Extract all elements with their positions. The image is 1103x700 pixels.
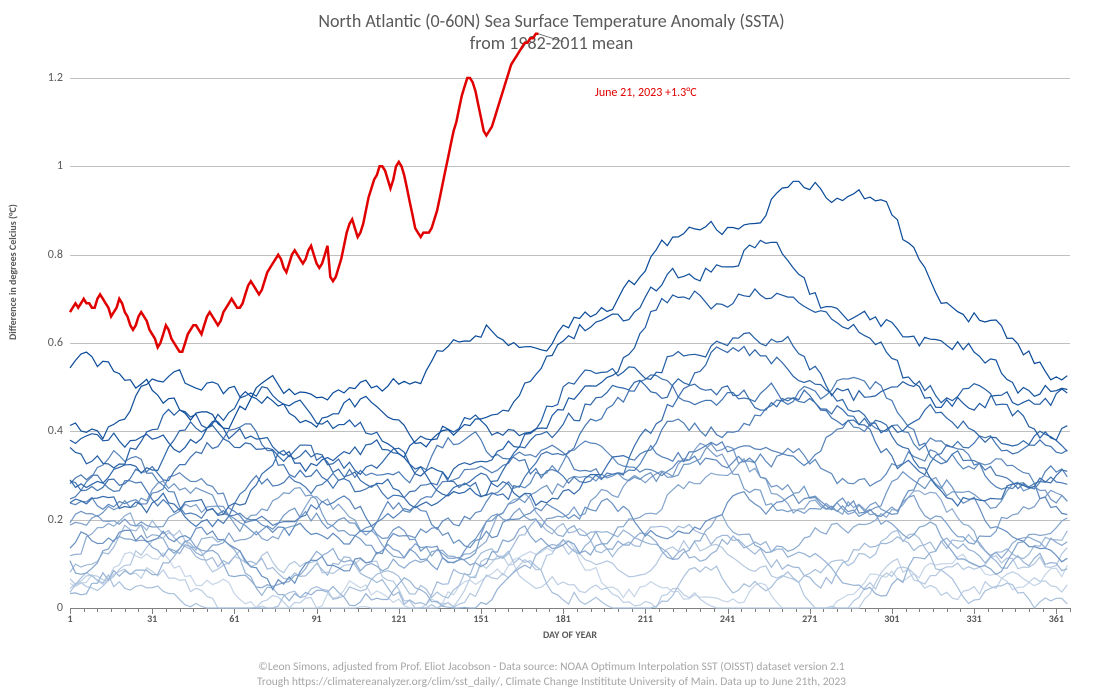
- y-tick: 0: [57, 601, 63, 615]
- x-tick: 271: [802, 612, 817, 625]
- x-tick: 331: [967, 612, 982, 625]
- x-minor-tick: [495, 608, 496, 612]
- x-tick: 181: [556, 612, 571, 625]
- x-minor-tick: [919, 608, 920, 612]
- y-tick: 0.2: [48, 513, 63, 527]
- x-minor-tick: [166, 608, 167, 612]
- x-minor-tick: [138, 608, 139, 612]
- x-minor-tick: [960, 608, 961, 612]
- x-axis-label: DAY OF YEAR: [70, 628, 1070, 641]
- historical-series-line: [70, 289, 1067, 457]
- x-minor-tick: [878, 608, 879, 612]
- x-minor-tick: [111, 608, 112, 612]
- x-minor-tick: [508, 608, 509, 612]
- x-minor-tick: [604, 608, 605, 612]
- historical-series-line: [70, 531, 1067, 609]
- annotation-label: June 21, 2023 +1.3°C: [595, 86, 697, 100]
- x-minor-tick: [180, 608, 181, 612]
- historical-series-line: [70, 384, 1067, 515]
- title-line2: from 1982-2011 mean: [0, 32, 1103, 54]
- x-minor-tick: [686, 608, 687, 612]
- x-tick: 31: [147, 612, 157, 625]
- x-minor-tick: [906, 608, 907, 612]
- x-minor-tick: [84, 608, 85, 612]
- historical-series-line: [70, 333, 1067, 479]
- x-minor-tick: [714, 608, 715, 612]
- line-layer: [70, 78, 1070, 608]
- x-minor-tick: [865, 608, 866, 612]
- x-minor-tick: [1043, 608, 1044, 612]
- y-tick: 1: [57, 159, 63, 173]
- x-minor-tick: [577, 608, 578, 612]
- y-tick: 1.2: [48, 71, 63, 85]
- x-tick: 361: [1049, 612, 1064, 625]
- x-minor-tick: [358, 608, 359, 612]
- x-tick: 61: [229, 612, 239, 625]
- historical-series-line: [70, 530, 1067, 608]
- historical-series-line: [70, 181, 1067, 428]
- x-minor-tick: [193, 608, 194, 612]
- x-minor-tick: [549, 608, 550, 612]
- x-tick: 241: [720, 612, 735, 625]
- title-line1: North Atlantic (0-60N) Sea Surface Tempe…: [0, 10, 1103, 32]
- series-2023-line: [70, 34, 539, 352]
- historical-series-line: [70, 346, 1067, 496]
- x-minor-tick: [440, 608, 441, 612]
- x-minor-tick: [1070, 608, 1071, 612]
- credits-line1: ©Leon Simons, adjusted from Prof. Eliot …: [0, 660, 1103, 675]
- historical-series-line: [70, 443, 1067, 569]
- x-minor-tick: [700, 608, 701, 612]
- x-tick: 151: [473, 612, 488, 625]
- x-minor-tick: [988, 608, 989, 612]
- x-tick: 301: [884, 612, 899, 625]
- x-minor-tick: [1015, 608, 1016, 612]
- chart-title: North Atlantic (0-60N) Sea Surface Tempe…: [0, 10, 1103, 54]
- y-axis-label: Difference in degrees Celcius (°C): [6, 204, 19, 340]
- historical-series-line: [70, 420, 1067, 526]
- x-minor-tick: [125, 608, 126, 612]
- x-minor-tick: [467, 608, 468, 612]
- historical-series-line: [70, 520, 1067, 605]
- x-minor-tick: [536, 608, 537, 612]
- y-tick: 0.6: [48, 336, 63, 350]
- x-tick: 91: [311, 612, 321, 625]
- credits: ©Leon Simons, adjusted from Prof. Eliot …: [0, 660, 1103, 690]
- y-tick: 0.8: [48, 248, 63, 262]
- x-minor-tick: [97, 608, 98, 612]
- x-minor-tick: [1002, 608, 1003, 612]
- x-tick: 211: [638, 612, 653, 625]
- historical-series-line: [70, 541, 1067, 608]
- x-minor-tick: [522, 608, 523, 612]
- chart-container: North Atlantic (0-60N) Sea Surface Tempe…: [0, 0, 1103, 700]
- x-minor-tick: [1029, 608, 1030, 612]
- x-tick: 121: [391, 612, 406, 625]
- y-tick: 0.4: [48, 424, 63, 438]
- x-minor-tick: [947, 608, 948, 612]
- x-minor-tick: [673, 608, 674, 612]
- credits-line2: Trough https://climatereanalyzer.org/cli…: [0, 675, 1103, 690]
- x-minor-tick: [933, 608, 934, 612]
- x-minor-tick: [591, 608, 592, 612]
- x-minor-tick: [659, 608, 660, 612]
- x-tick: 1: [67, 612, 72, 625]
